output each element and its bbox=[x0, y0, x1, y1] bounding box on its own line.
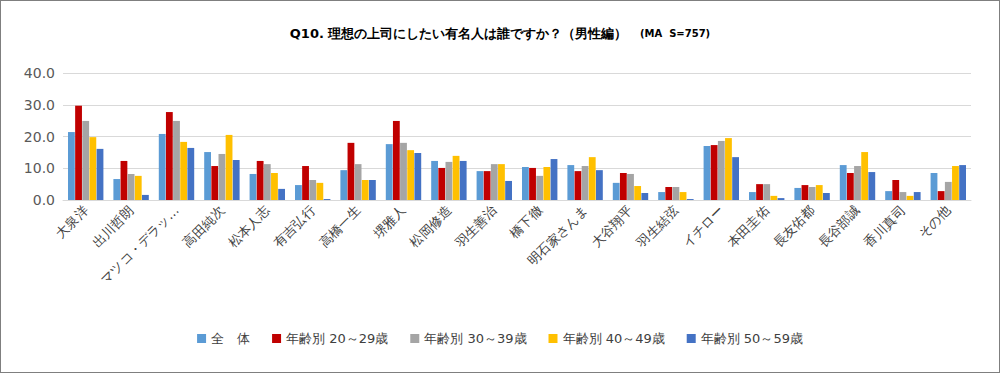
svg-text:マツコ・デラッ…: マツコ・デラッ… bbox=[98, 203, 182, 287]
svg-text:長友佑都: 長友佑都 bbox=[770, 203, 817, 250]
svg-text:有吉弘行: 有吉弘行 bbox=[271, 203, 318, 250]
svg-text:羽生結弦: 羽生結弦 bbox=[633, 203, 681, 251]
svg-text:年齢別 50～59歳: 年齢別 50～59歳 bbox=[701, 331, 803, 346]
svg-text:0.0: 0.0 bbox=[33, 192, 55, 208]
svg-text:10.0: 10.0 bbox=[24, 160, 55, 176]
svg-text:出川哲朗: 出川哲朗 bbox=[89, 203, 136, 250]
svg-text:高橋一生: 高橋一生 bbox=[316, 203, 363, 250]
svg-text:羽生善治: 羽生善治 bbox=[452, 203, 500, 251]
svg-text:年齢別 20～29歳: 年齢別 20～29歳 bbox=[286, 331, 388, 346]
svg-text:松岡修造: 松岡修造 bbox=[407, 203, 454, 250]
svg-text:大泉洋: 大泉洋 bbox=[53, 203, 91, 241]
svg-text:堺雅人: 堺雅人 bbox=[370, 203, 409, 242]
svg-text:年齢別 30～39歳: 年齢別 30～39歳 bbox=[424, 331, 526, 346]
svg-text:長谷部誠: 長谷部誠 bbox=[815, 203, 862, 250]
svg-text:イチロー: イチロー bbox=[679, 203, 726, 250]
svg-text:その他: その他 bbox=[915, 203, 953, 241]
svg-text:全 体: 全 体 bbox=[211, 331, 250, 346]
svg-text:40.0: 40.0 bbox=[24, 65, 55, 81]
svg-text:香川真司: 香川真司 bbox=[861, 203, 908, 250]
svg-text:松本人志: 松本人志 bbox=[225, 203, 272, 250]
svg-text:年齢別 40～49歳: 年齢別 40～49歳 bbox=[563, 331, 665, 346]
svg-text:橋下徹: 橋下徹 bbox=[507, 203, 545, 241]
svg-text:20.0: 20.0 bbox=[24, 129, 55, 145]
svg-text:(MA S=757): (MA S=757) bbox=[640, 28, 710, 39]
svg-text:Q10. 理想の上司にしたい有名人は誰ですか？（男性編）: Q10. 理想の上司にしたい有名人は誰ですか？（男性編） bbox=[290, 26, 628, 41]
svg-text:明石家さんま: 明石家さんま bbox=[525, 203, 591, 269]
svg-text:本田圭佑: 本田圭佑 bbox=[725, 203, 772, 250]
svg-text:大谷翔平: 大谷翔平 bbox=[588, 203, 635, 250]
svg-text:高田純次: 高田純次 bbox=[180, 203, 227, 250]
svg-text:30.0: 30.0 bbox=[24, 97, 55, 113]
